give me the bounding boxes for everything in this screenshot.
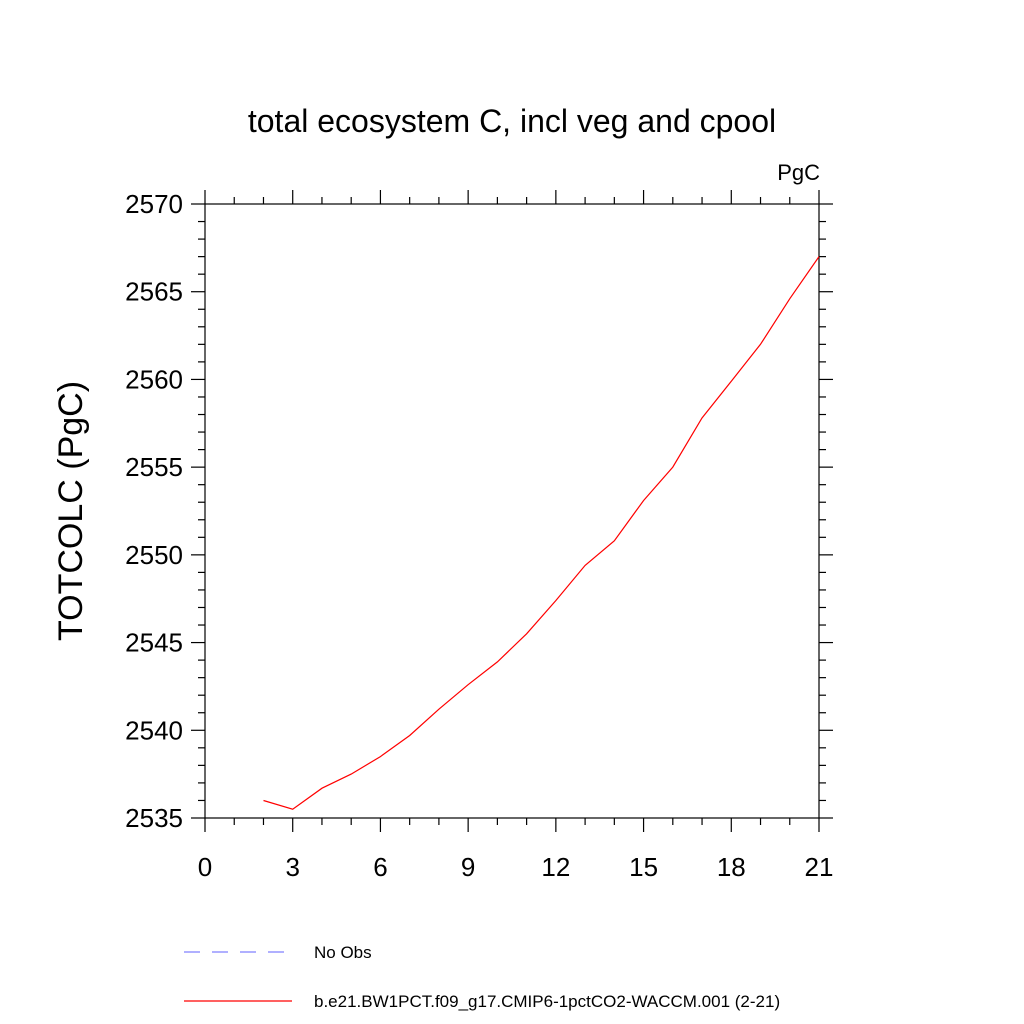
y-tick-label: 2565: [125, 277, 183, 307]
x-tick-label: 6: [373, 852, 387, 882]
plot-frame: [204, 203, 820, 819]
axes: 0 3 6 9 12 15 18 21 2535 2540 2545 2550 2555 2560 2565…: [125, 189, 833, 882]
y-tick-label: 2535: [125, 803, 183, 833]
x-tick-label: 18: [717, 852, 746, 882]
legend: No Obs b.e21.BW1PCT.f09_g17.CMIP6-1pctCO2…: [184, 943, 780, 1011]
x-tick-label: 21: [805, 852, 834, 882]
series-layer: [263, 256, 820, 810]
legend-label: No Obs: [314, 943, 372, 962]
y-tick-label: 2540: [125, 715, 183, 745]
x-tick-label: 15: [629, 852, 658, 882]
y-tick-label: 2555: [125, 452, 183, 482]
y-tick-label: 2545: [125, 628, 183, 658]
units-label: PgC: [777, 160, 820, 185]
y-tick-label: 2570: [125, 189, 183, 219]
y-tick-label: 2550: [125, 540, 183, 570]
x-tick-label: 12: [541, 852, 570, 882]
x-tick-label: 3: [285, 852, 299, 882]
legend-label: b.e21.BW1PCT.f09_g17.CMIP6-1pctCO2-WACCM…: [314, 992, 780, 1011]
series-line: [263, 256, 820, 810]
y-axis-label: TOTCOLC (PgC): [52, 381, 90, 641]
y-tick-label: 2560: [125, 364, 183, 394]
x-tick-label: 0: [198, 852, 212, 882]
x-tick-label: 9: [461, 852, 475, 882]
chart-title: total ecosystem C, incl veg and cpool: [248, 103, 776, 139]
